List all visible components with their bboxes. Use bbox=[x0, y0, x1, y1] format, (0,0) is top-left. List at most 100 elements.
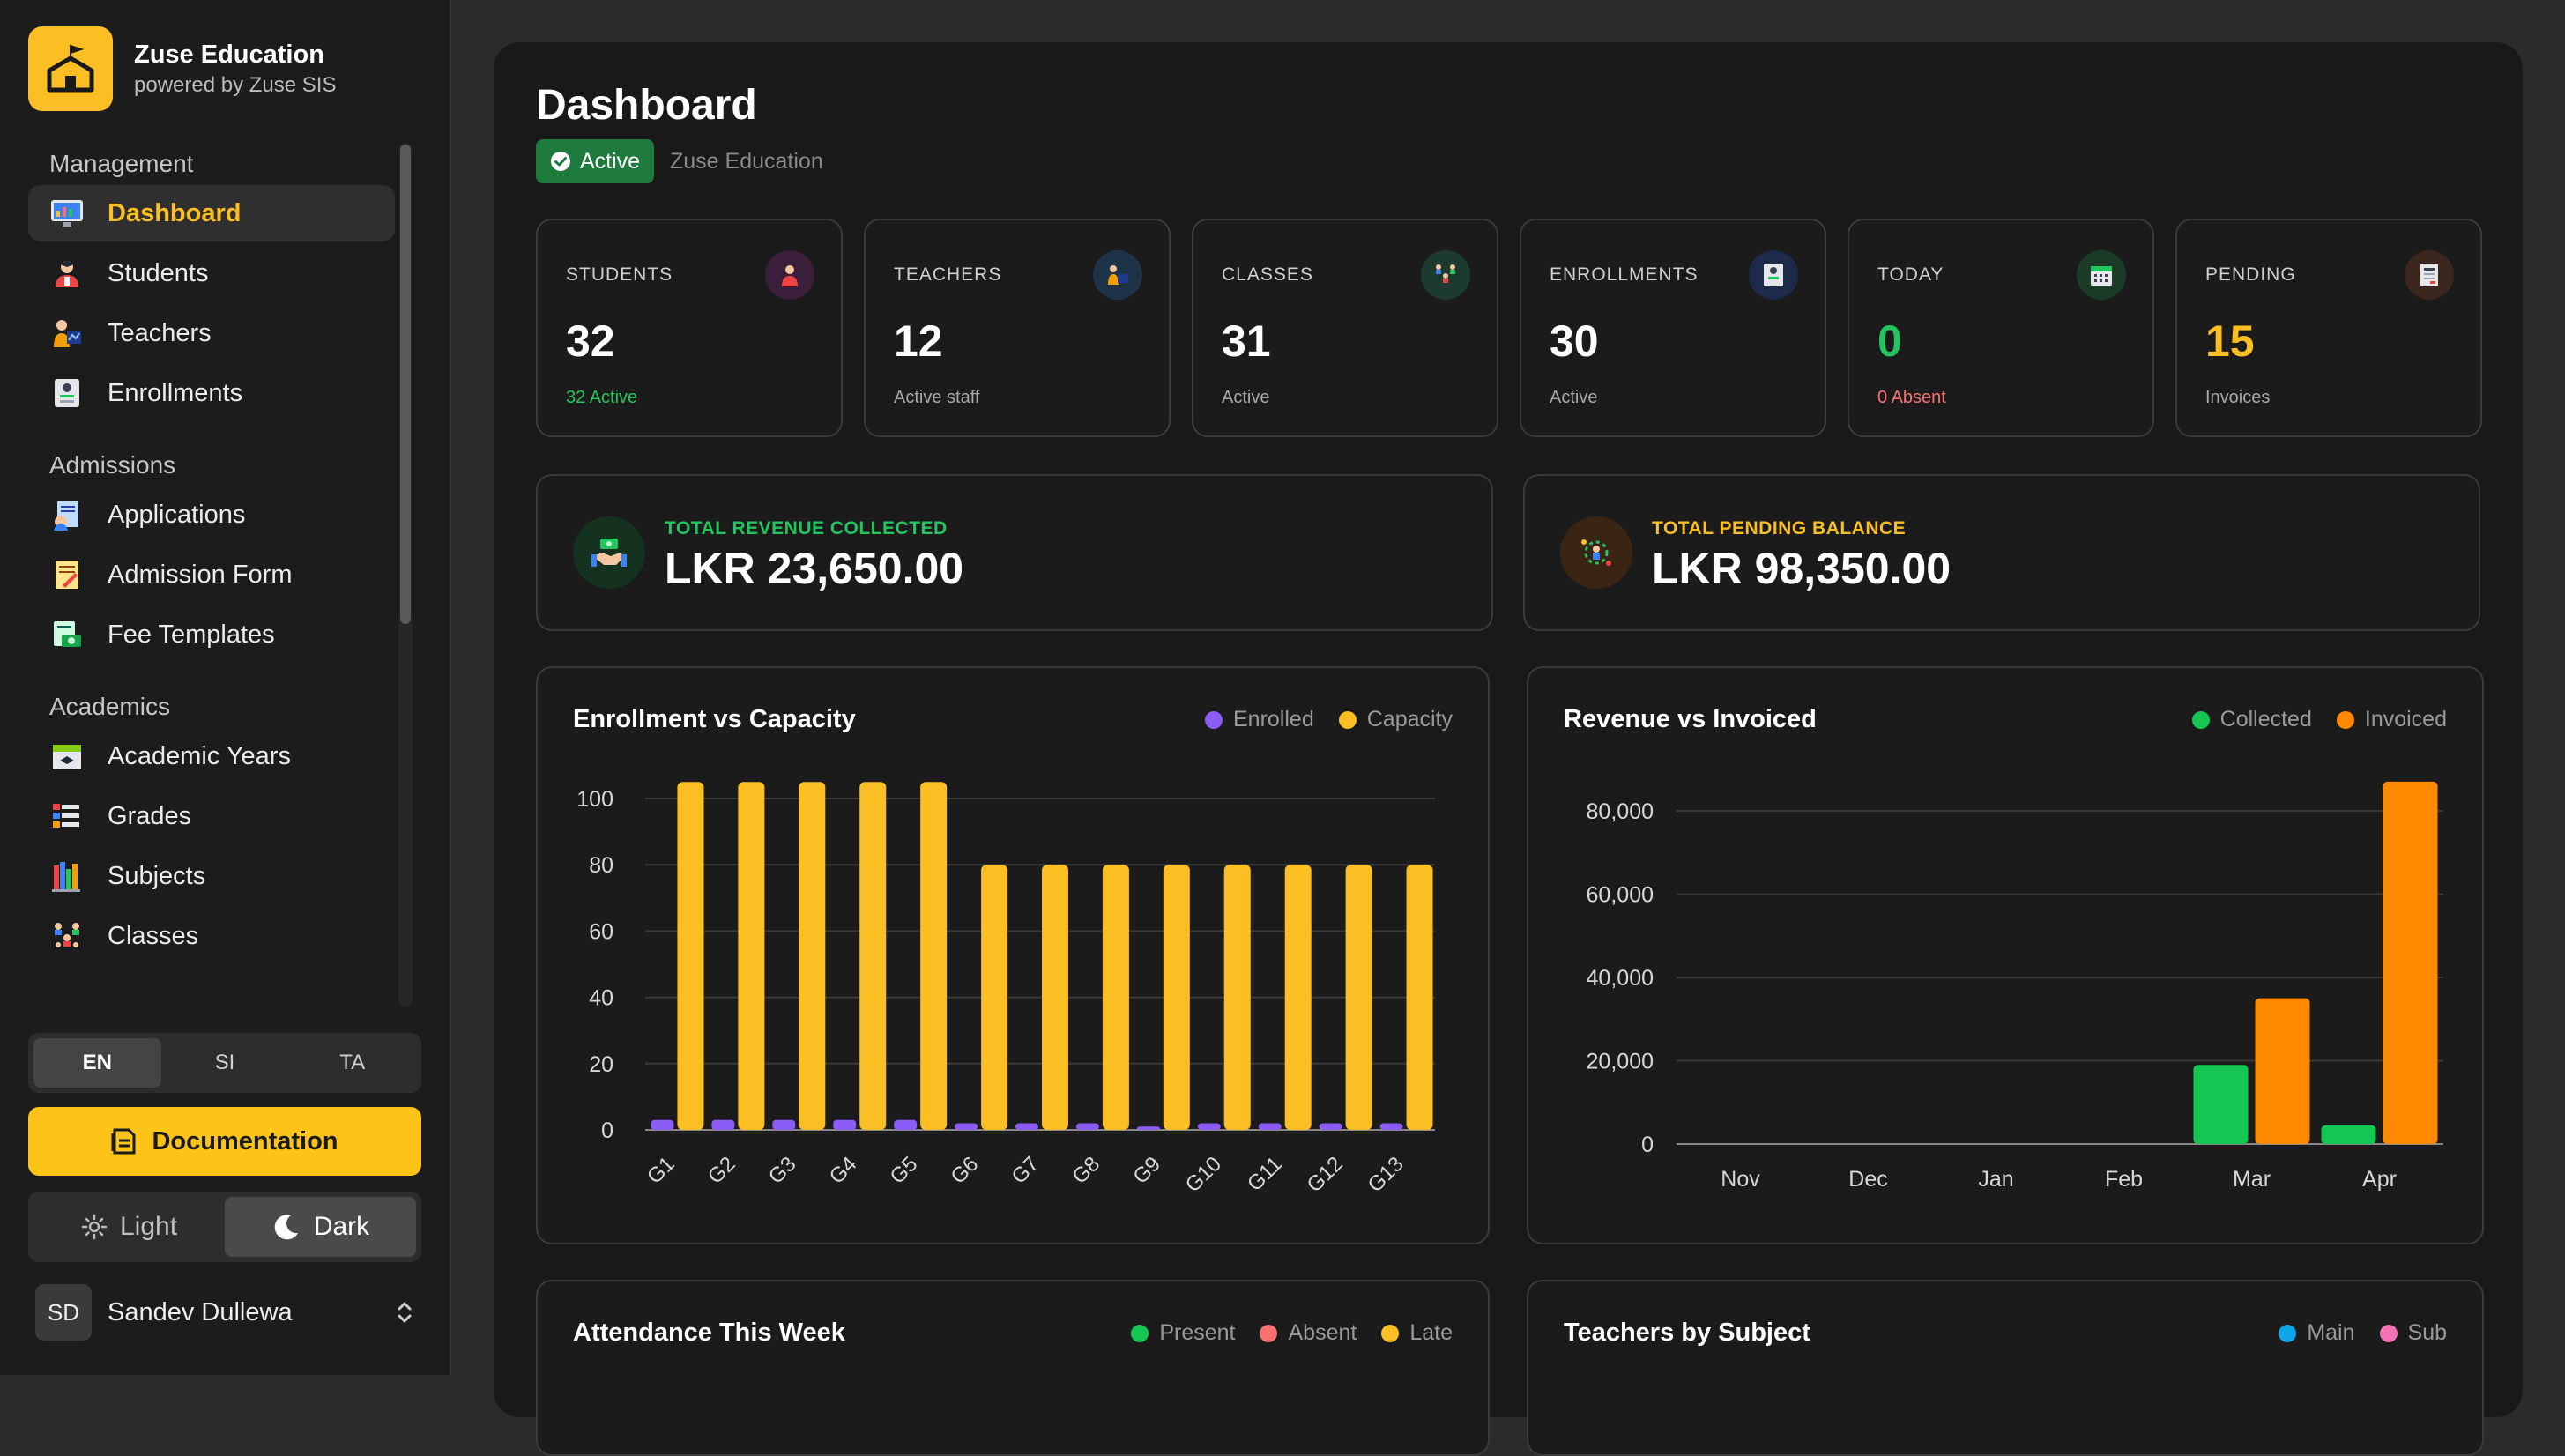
sidebar-item-dashboard[interactable]: Dashboard bbox=[28, 185, 395, 241]
sidebar-item-label: Classes bbox=[108, 921, 199, 950]
stat-value: 30 bbox=[1550, 316, 1599, 366]
lang-si-button[interactable]: SI bbox=[214, 1051, 235, 1074]
sidebar-item-enrollments[interactable]: Enrollments bbox=[28, 365, 395, 421]
legend-swatch bbox=[1381, 1324, 1400, 1342]
bar-invoiced bbox=[2255, 998, 2310, 1144]
fee-templates-icon bbox=[49, 617, 85, 652]
legend-item-present[interactable]: Present bbox=[1131, 1320, 1235, 1346]
sidebar-item-students[interactable]: Students bbox=[28, 245, 395, 301]
chart-title: Attendance This Week bbox=[573, 1319, 845, 1347]
scrollbar-thumb[interactable] bbox=[400, 145, 411, 624]
x-tick-label: G8 bbox=[1067, 1152, 1104, 1189]
bar-capacity bbox=[1102, 865, 1129, 1130]
x-tick-label: G12 bbox=[1303, 1152, 1348, 1197]
chart-legend: Main Sub bbox=[2254, 1320, 2447, 1346]
x-tick-label: G7 bbox=[1007, 1152, 1045, 1189]
students-stat-icon bbox=[765, 250, 814, 300]
user-menu[interactable]: SD Sandev Dullewa bbox=[35, 1283, 414, 1341]
sidebar-scrollbar[interactable] bbox=[398, 143, 413, 1007]
stat-card-enrollments[interactable]: ENROLLMENTS 30 Active bbox=[1520, 219, 1826, 437]
legend-swatch bbox=[2279, 1324, 2297, 1342]
bar-capacity bbox=[1042, 865, 1068, 1130]
lang-en-button[interactable]: EN bbox=[33, 1038, 161, 1088]
stat-subtext: 0 Absent bbox=[1877, 388, 1946, 407]
bar-invoiced bbox=[2383, 781, 2438, 1144]
sidebar-nav: Management Dashboard Students Teachers E… bbox=[28, 143, 395, 1007]
legend-item-absent[interactable]: Absent bbox=[1260, 1320, 1357, 1346]
pending-balance-value: LKR 98,350.00 bbox=[1652, 544, 1952, 593]
sidebar-item-applications[interactable]: Applications bbox=[28, 487, 395, 543]
x-tick-label: G4 bbox=[825, 1152, 862, 1189]
sidebar-item-label: Subjects bbox=[108, 861, 206, 890]
stat-card-today[interactable]: TODAY 0 0 Absent bbox=[1848, 219, 2154, 437]
legend-item-enrolled[interactable]: Enrolled bbox=[1205, 707, 1314, 732]
legend-label: Capacity bbox=[1366, 707, 1453, 732]
bar-enrolled bbox=[1379, 1123, 1403, 1130]
bar-enrolled bbox=[772, 1119, 796, 1130]
stat-card-classes[interactable]: CLASSES 31 Active bbox=[1192, 219, 1498, 437]
sidebar-item-label: Dashboard bbox=[108, 198, 242, 227]
legend-item-collected[interactable]: Collected bbox=[2191, 707, 2312, 732]
legend-item-late[interactable]: Late bbox=[1381, 1320, 1453, 1346]
sidebar-item-fee-templates[interactable]: Fee Templates bbox=[28, 606, 395, 663]
stat-card-teachers[interactable]: TEACHERS 12 Active staff bbox=[864, 219, 1171, 437]
sidebar-item-subjects[interactable]: Subjects bbox=[28, 848, 395, 904]
nav-section-admissions: Admissions bbox=[49, 451, 176, 479]
y-tick-label: 0 bbox=[601, 1118, 613, 1143]
y-tick-label: 80,000 bbox=[1587, 799, 1654, 824]
legend-item-capacity[interactable]: Capacity bbox=[1338, 707, 1453, 732]
y-tick-label: 20 bbox=[589, 1052, 613, 1077]
stat-subtext: 32 Active bbox=[566, 388, 638, 407]
stat-label: TODAY bbox=[1877, 264, 1944, 285]
book-icon bbox=[111, 1128, 136, 1155]
x-tick-label: Feb bbox=[2105, 1167, 2143, 1192]
legend-label: Present bbox=[1159, 1320, 1236, 1345]
stat-value: 12 bbox=[894, 316, 943, 366]
bar-collected bbox=[2193, 1065, 2249, 1144]
legend-item-sub[interactable]: Sub bbox=[2379, 1320, 2447, 1346]
user-name: Sandev Dullewa bbox=[108, 1297, 293, 1326]
stat-value: 31 bbox=[1222, 316, 1271, 366]
theme-light-button[interactable]: Light bbox=[33, 1197, 225, 1257]
classes-icon bbox=[49, 918, 85, 954]
language-switcher: EN SI TA bbox=[28, 1033, 421, 1093]
calendar-icon bbox=[2077, 250, 2126, 300]
documentation-label: Documentation bbox=[152, 1126, 338, 1155]
x-tick-label: G5 bbox=[886, 1152, 923, 1189]
revenue-chart-card: Revenue vs Invoiced Collected Invoiced 0… bbox=[1527, 666, 2484, 1244]
enrollment-chart: 0 20 40 60 80 100 G1 G2 G3 G4 G5 G6 G7 G8 G9 G10 G11 G12 G… bbox=[576, 782, 1435, 1197]
legend-item-invoiced[interactable]: Invoiced bbox=[2336, 707, 2447, 732]
sidebar-item-classes[interactable]: Classes bbox=[28, 908, 395, 964]
sidebar-item-label: Grades bbox=[108, 801, 192, 830]
theme-dark-button[interactable]: Dark bbox=[225, 1197, 416, 1257]
nav-section-management: Management bbox=[49, 150, 194, 177]
sidebar-item-grades[interactable]: Grades bbox=[28, 788, 395, 844]
y-tick-label: 0 bbox=[1641, 1133, 1654, 1157]
stat-card-students[interactable]: STUDENTS 32 32 Active bbox=[536, 219, 843, 437]
bar-capacity bbox=[1163, 865, 1190, 1130]
x-tick-label: G3 bbox=[764, 1152, 801, 1189]
bar-capacity bbox=[981, 865, 1008, 1130]
legend-label: Sub bbox=[2407, 1320, 2447, 1345]
sidebar-item-teachers[interactable]: Teachers bbox=[28, 305, 395, 361]
x-tick-label: Nov bbox=[1721, 1167, 1760, 1192]
stat-card-pending[interactable]: PENDING 15 Invoices bbox=[2175, 219, 2482, 437]
legend-swatch bbox=[1338, 710, 1357, 729]
documentation-button[interactable]: Documentation bbox=[28, 1107, 421, 1176]
bar-capacity bbox=[799, 782, 826, 1130]
lang-ta-button[interactable]: TA bbox=[339, 1051, 366, 1074]
legend-item-main[interactable]: Main bbox=[2279, 1320, 2355, 1346]
bar-enrolled bbox=[651, 1119, 674, 1130]
y-tick-label: 60,000 bbox=[1587, 883, 1654, 908]
brand[interactable]: Zuse Education powered by Zuse SIS bbox=[28, 26, 336, 111]
bar-enrolled bbox=[1015, 1123, 1038, 1130]
sidebar-item-admission-form[interactable]: Admission Form bbox=[28, 546, 395, 603]
bar-capacity bbox=[859, 782, 887, 1130]
classes-stat-icon bbox=[1421, 250, 1470, 300]
sidebar-item-academic-years[interactable]: Academic Years bbox=[28, 728, 395, 784]
bar-capacity bbox=[1345, 865, 1372, 1130]
sidebar: Zuse Education powered by Zuse SIS Manag… bbox=[0, 0, 451, 1375]
moon-icon bbox=[274, 1215, 298, 1240]
stat-value: 15 bbox=[2205, 316, 2255, 366]
teachers-icon bbox=[49, 316, 85, 351]
